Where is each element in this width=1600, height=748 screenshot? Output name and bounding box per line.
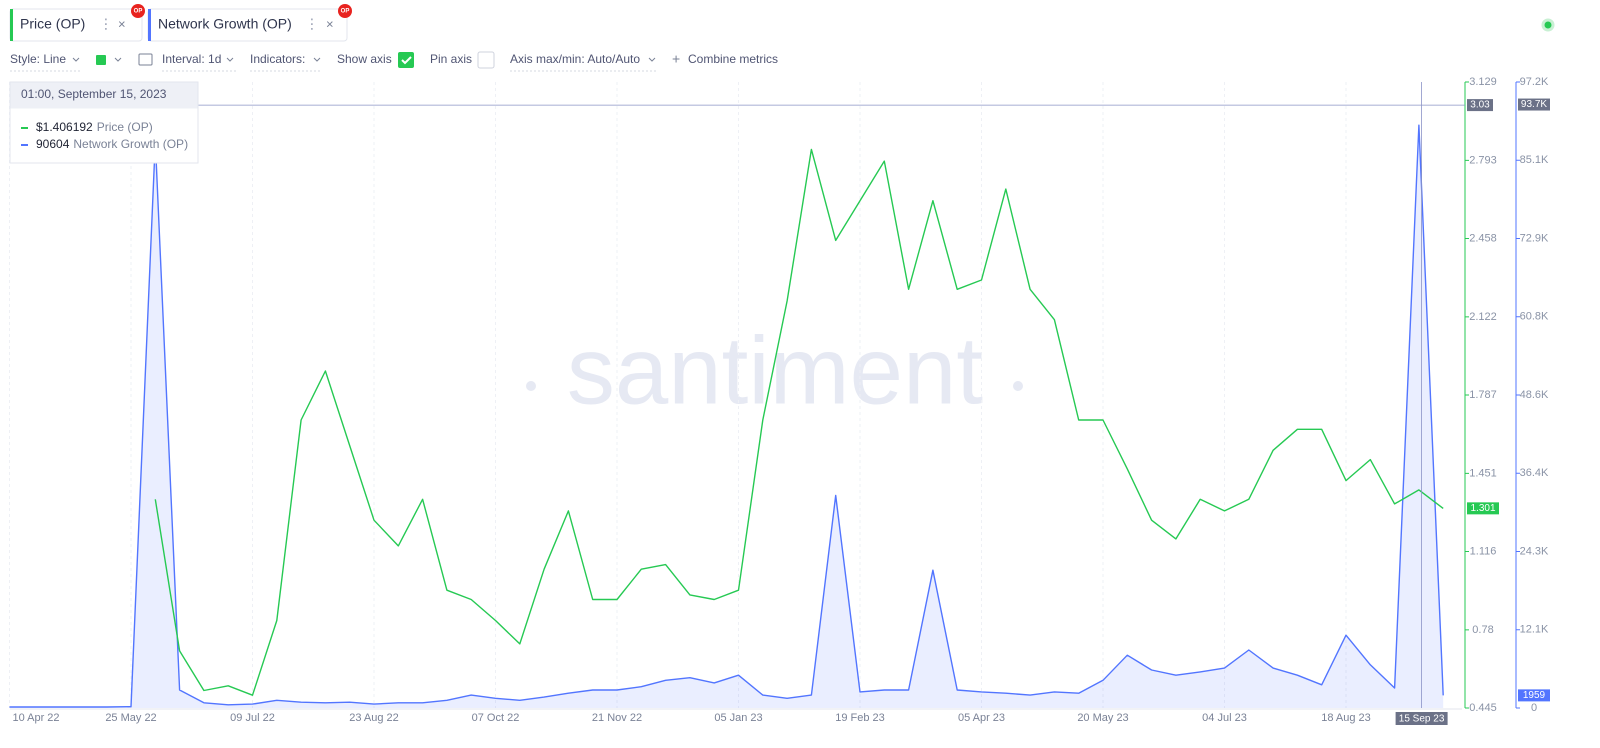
tab-close[interactable]: × [326,16,334,31]
y-tick-label: 2.122 [1469,311,1497,323]
indicators-select[interactable]: Indicators: [250,52,305,66]
tooltip-title: 01:00, September 15, 2023 [21,87,167,101]
chevron [72,57,80,62]
x-tick-label: 05 Apr 23 [958,712,1005,724]
x-tick-label: 25 May 22 [105,712,156,724]
y2-tick-label: 72.9K [1520,232,1549,244]
x-tick-label: 21 Nov 22 [592,712,642,724]
series-area [9,125,1444,708]
ruler-icon [138,53,153,66]
chevron [648,57,656,62]
y-tick-label: 1.451 [1469,467,1497,479]
crosshair-badge [1518,98,1550,111]
watermark-dot [1013,381,1023,391]
plot: 10 Apr 22 25 May 22 09 Jul 22 23 Aug 22 07 O… [9,76,1549,724]
y2-tick-label: 97.2K [1520,76,1549,88]
y2-tick-label: 24.3K [1520,545,1549,557]
x-tick-label: 10 Apr 22 [12,712,59,724]
tab-close[interactable]: × [118,16,126,31]
tooltip-row: $1.406192 Price (OP) [36,120,153,134]
series-line [154,148,1444,696]
y-tick-label: 1.116 [1470,545,1497,557]
last-value-badge [1518,689,1550,702]
last-value-label: 1.301 [1470,503,1495,514]
crosshair-value2: 93.7K [1521,99,1547,110]
crosshair-date-badge [1395,712,1448,725]
tooltip-series: Price (OP) [97,120,153,134]
chevron [313,57,321,62]
crosshair-value: 3.03 [1470,100,1490,111]
y2-tick-label: 85.1K [1520,154,1549,166]
y-tick-label: 3.129 [1469,76,1497,88]
y2-tick-label: 12.1K [1520,624,1549,636]
chevron [226,57,234,62]
toolbar: Style: Line Interval: 1d Indicators: Sho… [10,51,778,72]
badge [338,4,352,18]
show-axis-label: Show axis [337,52,392,66]
badge [131,4,145,18]
tooltip-series: Network Growth (OP) [73,137,188,151]
y2-tick-label: 48.6K [1520,389,1549,401]
tooltip-row: 90604 Network Growth (OP) [36,137,188,151]
x-tick-label: 19 Feb 23 [835,712,885,724]
watermark-dot [526,381,536,391]
last-value-badge [1467,502,1499,515]
y2-tick-label: 60.8K [1520,311,1549,323]
checkbox[interactable] [477,51,495,69]
badge-text: OP [341,9,350,15]
tooltip-value: 90604 [36,137,70,151]
x-tick-label: 05 Jan 23 [714,712,762,724]
tooltip-value: $1.406192 [36,120,93,134]
checkbox-checked[interactable] [398,52,414,68]
x-tick-label: 18 Aug 23 [1321,712,1371,724]
tab-menu[interactable]: ⋮ [305,16,319,32]
crosshair-date: 15 Sep 23 [1399,714,1445,725]
status-dot [1541,18,1555,32]
badge-text: OP [134,9,143,15]
x-tick-label: 04 Jul 23 [1202,712,1247,724]
tab-label: Network Growth (OP) [158,16,292,32]
y-tick-label: 2.458 [1469,232,1497,244]
tab-label: Price (OP) [20,16,85,32]
color-picker[interactable] [96,55,106,65]
tab-accent [148,9,151,41]
overlay: 1.301 1959 3.03 93.7K 15 Sep 23 01:00, Septem… [9,81,1550,725]
check [401,56,412,65]
last-value-label: 1959 [1523,690,1546,701]
watermark: santiment [567,317,983,424]
y-tick-label: 0.78 [1472,624,1493,636]
pin-axis-label: Pin axis [430,52,472,66]
crosshair-badge [1467,99,1493,112]
tab-menu[interactable]: ⋮ [99,16,113,32]
y-tick-label: 0.445 [1469,702,1497,714]
chevron [114,57,122,62]
x-tick-label: 09 Jul 22 [230,712,275,724]
y2-tick-label: 0 [1531,702,1537,714]
series-line [9,124,1444,708]
tooltip-header [10,82,198,109]
x-tick-label: 23 Aug 22 [349,712,399,724]
combine-button[interactable]: Combine metrics [688,52,778,66]
plus-icon: + [672,51,680,67]
y-tick-label: 2.793 [1469,154,1497,166]
y2-tick-label: 36.4K [1520,467,1549,479]
style-select[interactable]: Style: Line [10,52,66,66]
y-tick-label: 1.787 [1469,389,1497,401]
x-tick-label: 07 Oct 22 [472,712,520,724]
interval-select[interactable]: Interval: 1d [162,52,221,66]
tab-accent [10,9,13,41]
x-tick-label: 20 May 23 [1077,712,1128,724]
axis-range-select[interactable]: Axis max/min: Auto/Auto [510,52,640,66]
